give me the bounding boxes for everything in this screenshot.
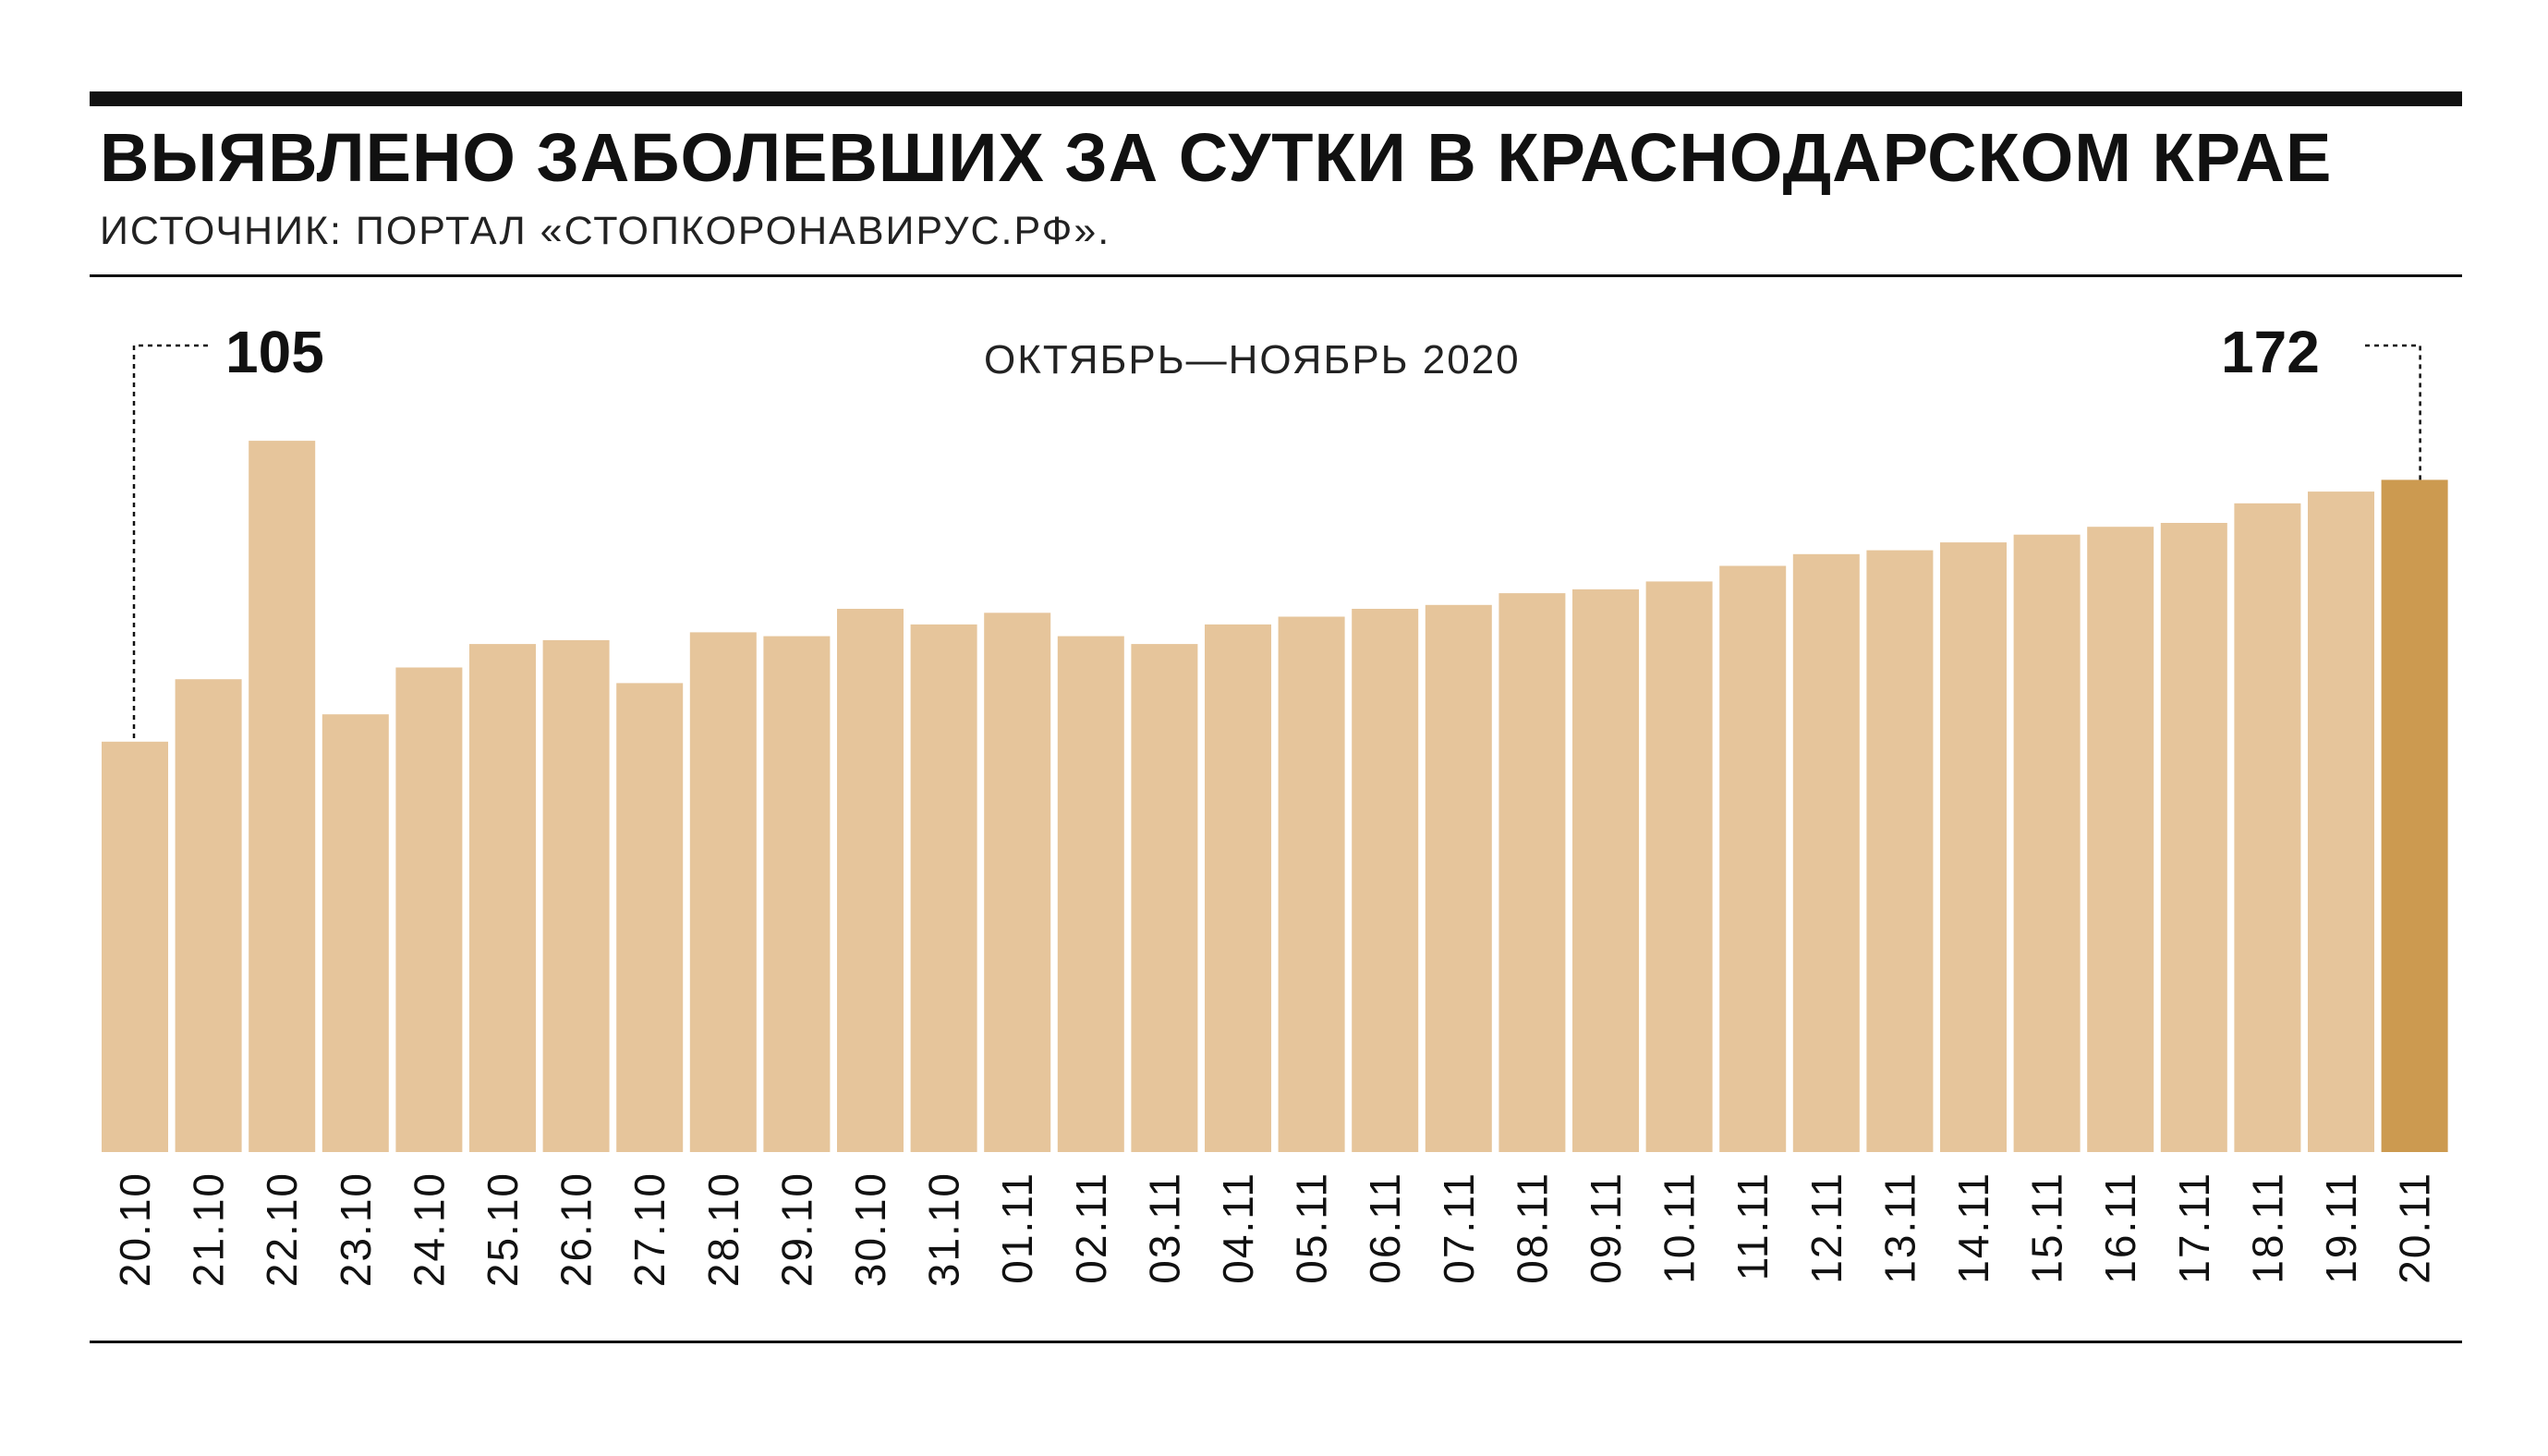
x-tick-label: 04.11 — [1214, 1171, 1262, 1284]
x-tick-label: 08.11 — [1508, 1171, 1556, 1284]
bar-03.11 — [1131, 644, 1198, 1152]
x-tick-label: 27.10 — [625, 1171, 673, 1287]
x-tick-label: 02.11 — [1067, 1171, 1115, 1284]
x-tick-label: 26.10 — [552, 1171, 601, 1287]
top-rule — [90, 91, 2462, 106]
bar-08.11 — [1498, 593, 1566, 1152]
bar-11.11 — [1719, 565, 1787, 1152]
bar-24.10 — [395, 667, 463, 1152]
x-tick-label: 05.11 — [1288, 1171, 1336, 1284]
x-tick-label: 29.10 — [772, 1171, 820, 1287]
x-tick-label: 24.10 — [405, 1171, 453, 1287]
x-tick-label: 20.11 — [2391, 1171, 2439, 1284]
x-tick-label: 31.10 — [920, 1171, 968, 1287]
bar-05.11 — [1278, 616, 1345, 1152]
x-tick-label: 16.11 — [2096, 1171, 2144, 1284]
x-tick-label: 07.11 — [1435, 1171, 1483, 1284]
x-tick-label: 06.11 — [1361, 1171, 1409, 1284]
chart-title-regular: ВЫЯВЛЕНО ЗАБОЛЕВШИХ ЗА СУТКИ В — [100, 119, 1498, 196]
bar-16.11 — [2087, 527, 2154, 1152]
bar-10.11 — [1645, 581, 1713, 1152]
bar-19.11 — [2308, 491, 2374, 1152]
bar-29.10 — [763, 636, 831, 1152]
bar-14.11 — [1940, 542, 2007, 1152]
leader-line-first — [132, 344, 208, 742]
bar-26.10 — [542, 639, 610, 1152]
x-tick-label: 14.11 — [1949, 1171, 1997, 1284]
bar-27.10 — [616, 683, 684, 1152]
x-tick-label: 18.11 — [2243, 1171, 2291, 1284]
x-tick-label: 20.10 — [111, 1171, 159, 1287]
bar-13.11 — [1866, 550, 1934, 1152]
bar-22.10 — [249, 441, 316, 1153]
bar-09.11 — [1572, 588, 1639, 1152]
x-tick-label: 01.11 — [993, 1171, 1041, 1284]
bar-25.10 — [469, 644, 536, 1152]
x-tick-label: 21.10 — [185, 1171, 233, 1287]
bar-28.10 — [689, 632, 757, 1152]
bar-12.11 — [1792, 553, 1860, 1152]
bar-21.10 — [175, 679, 242, 1152]
header-divider — [90, 274, 2462, 277]
x-tick-label: 22.10 — [258, 1171, 306, 1287]
bar-17.11 — [2160, 523, 2227, 1152]
x-tick-label: 11.11 — [1729, 1171, 1777, 1280]
x-tick-label: 25.10 — [479, 1171, 527, 1287]
bar-15.11 — [2013, 534, 2081, 1152]
bar-02.11 — [1057, 636, 1124, 1152]
bar-23.10 — [322, 714, 389, 1152]
bar-20.11 — [2381, 479, 2448, 1152]
bar-30.10 — [837, 609, 904, 1152]
bar-06.11 — [1352, 609, 1419, 1152]
bar-07.11 — [1425, 604, 1492, 1152]
x-tick-label: 23.10 — [332, 1171, 380, 1287]
x-tick-label: 30.10 — [846, 1171, 894, 1287]
chart-title-bold: КРАСНОДАРСКОМ КРАЕ — [1497, 119, 2333, 196]
data-label-last: 172 — [2221, 319, 2320, 385]
chart-source: ИСТОЧНИК: ПОРТАЛ «СТОПКОРОНАВИРУС.РФ». — [100, 209, 1111, 253]
x-tick-label: 28.10 — [699, 1171, 747, 1287]
chart-title: ВЫЯВЛЕНО ЗАБОЛЕВШИХ ЗА СУТКИ В КРАСНОДАР… — [100, 124, 2332, 192]
x-tick-label: 10.11 — [1656, 1171, 1704, 1284]
bottom-rule — [90, 1341, 2462, 1343]
bar-01.11 — [984, 613, 1051, 1152]
x-tick-label: 15.11 — [2023, 1171, 2071, 1284]
leader-line-last — [2365, 344, 2421, 480]
x-tick-label: 03.11 — [1140, 1171, 1188, 1284]
chart-period: ОКТЯБРЬ—НОЯБРЬ 2020 — [984, 337, 1521, 382]
x-tick-label: 13.11 — [1875, 1171, 1923, 1284]
bar-31.10 — [910, 624, 977, 1152]
x-tick-label: 19.11 — [2317, 1171, 2365, 1284]
bar-18.11 — [2234, 503, 2301, 1152]
data-label-first: 105 — [225, 319, 324, 385]
bar-20.10 — [102, 741, 168, 1152]
x-tick-label: 17.11 — [2170, 1171, 2218, 1284]
x-tick-label: 09.11 — [1582, 1171, 1630, 1284]
x-tick-label: 12.11 — [1802, 1171, 1850, 1284]
bar-04.11 — [1205, 624, 1271, 1152]
